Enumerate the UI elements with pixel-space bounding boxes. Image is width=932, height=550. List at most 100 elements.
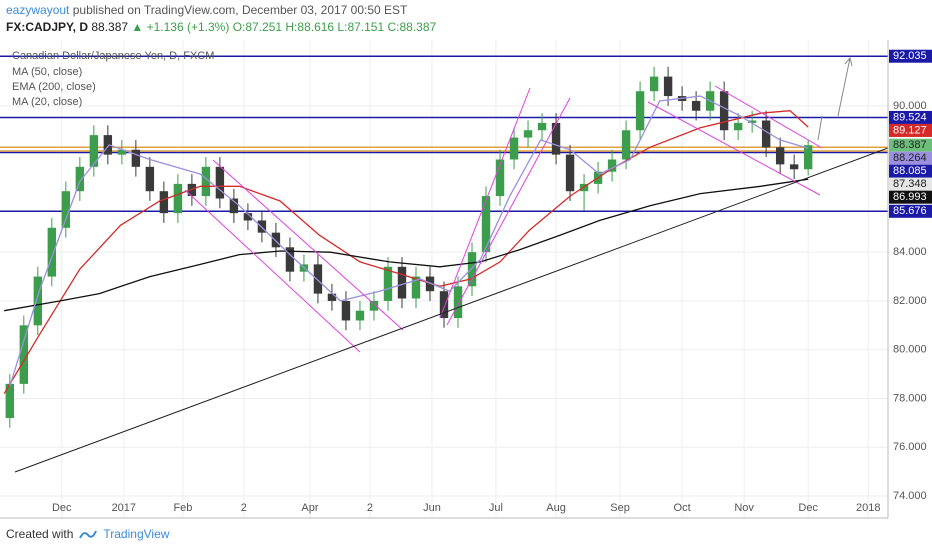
candle-body — [75, 166, 85, 192]
arrow — [817, 115, 823, 141]
candle-body — [397, 266, 407, 299]
candle-body — [145, 166, 155, 192]
y-tick-label: 74.000 — [893, 490, 927, 502]
candle-body — [663, 76, 673, 97]
publish-line: eazywayout published on TradingView.com,… — [6, 3, 407, 17]
ohlc: O:87.251 H:88.616 L:87.151 C:88.387 — [232, 20, 437, 34]
price-tag-label: 86.993 — [893, 191, 927, 203]
indicator-line — [9, 95, 809, 387]
candle-body — [285, 247, 295, 272]
footer: Created with TradingView — [6, 527, 169, 541]
channel-line — [184, 189, 361, 353]
x-tick-label: Feb — [173, 502, 192, 514]
change: ▲ +1.136 (+1.3%) — [131, 20, 230, 34]
price-tag-label: 92.035 — [893, 50, 927, 62]
y-tick-label: 76.000 — [893, 441, 927, 453]
candle-body — [761, 120, 771, 148]
candle-body — [383, 266, 393, 301]
channel-line — [647, 101, 821, 196]
symbol-line: FX:CADJPY, D 88.387 ▲ +1.136 (+1.3%) O:8… — [6, 20, 436, 34]
x-tick-label: Dec — [798, 502, 818, 514]
candle-body — [551, 122, 561, 155]
candle-body — [5, 383, 15, 419]
legend-entry: MA (50, close) — [12, 66, 82, 78]
y-tick-label: 84.000 — [893, 246, 927, 258]
candle-body — [229, 198, 239, 214]
candle-body — [159, 191, 169, 214]
candle-body — [747, 120, 757, 123]
y-tick-label: 82.000 — [893, 295, 927, 307]
candle-body — [327, 293, 337, 301]
candle-body — [509, 137, 519, 160]
x-tick-label: Aug — [546, 502, 566, 514]
y-tick-label: 90.000 — [893, 100, 927, 112]
candle-body — [789, 164, 799, 170]
trend-line — [14, 147, 889, 473]
price-tag — [889, 49, 932, 63]
candle-body — [19, 325, 29, 384]
candle-body — [89, 135, 99, 167]
last-price: 88.387 — [91, 20, 129, 34]
candle-body — [173, 183, 183, 214]
overlay: 74.000 76.000 78.000 80.000 82.000 84.000 90.0… — [12, 49, 932, 514]
x-tick-label: 2 — [241, 502, 247, 514]
candle-body — [635, 91, 645, 131]
channel-line — [212, 159, 404, 331]
channel-line — [446, 97, 571, 326]
candle-body — [411, 276, 421, 299]
price-tag — [889, 190, 932, 204]
candle-body — [439, 291, 449, 319]
brand[interactable]: TradingView — [103, 527, 170, 541]
arrow-head — [844, 56, 853, 67]
x-tick-label: Apr — [301, 502, 318, 514]
logo — [79, 530, 98, 539]
candle-body — [733, 122, 743, 131]
drawings — [14, 56, 889, 473]
candle-body — [565, 154, 575, 192]
channel-line — [439, 87, 531, 319]
published: published on TradingView.com, December 0… — [72, 3, 408, 17]
created-with: Created with — [6, 527, 74, 541]
price-tag — [889, 110, 932, 124]
arrow — [837, 57, 851, 117]
candle-body — [537, 122, 547, 131]
candle-body — [467, 252, 477, 287]
x-tick-label: 2 — [367, 502, 373, 514]
legend-entry: MA (20, close) — [12, 96, 82, 108]
price-tag-label: 88.387 — [893, 139, 927, 151]
x-tick-label: 2017 — [112, 502, 136, 514]
header: eazywayout published on TradingView.com,… — [0, 0, 932, 38]
y-tick-label: 78.000 — [893, 392, 927, 404]
publisher[interactable]: eazywayout — [6, 3, 70, 17]
indicator-line — [3, 110, 809, 394]
candle-body — [481, 196, 491, 253]
candle-body — [117, 149, 127, 155]
price-tag-label: 89.127 — [893, 124, 927, 136]
candle-body — [33, 276, 43, 326]
price-tag-label: 88.264 — [893, 152, 927, 164]
price-tag-label: 85.676 — [893, 205, 927, 217]
price-tag — [889, 177, 932, 191]
x-tick-label: Oct — [674, 502, 691, 514]
x-tick-label: Jun — [423, 502, 441, 514]
candle-body — [495, 159, 505, 197]
candle-body — [691, 100, 701, 111]
price-tag — [889, 164, 932, 178]
marks — [0, 55, 888, 428]
candle-body — [719, 91, 729, 131]
candle-body — [243, 213, 253, 221]
candle-body — [649, 76, 659, 92]
candle-body — [103, 135, 113, 155]
candle-body — [775, 147, 785, 165]
indicator-line — [4, 178, 809, 312]
candle-body — [607, 159, 617, 172]
candle-body — [355, 310, 365, 321]
x-tick-label: Sep — [610, 502, 630, 514]
candle-body — [313, 264, 323, 294]
price-tag — [889, 123, 932, 137]
candle-body — [621, 130, 631, 160]
x-tick-label: Nov — [734, 502, 754, 514]
candle-body — [271, 232, 281, 248]
price-tag-label: 87.348 — [893, 178, 927, 190]
